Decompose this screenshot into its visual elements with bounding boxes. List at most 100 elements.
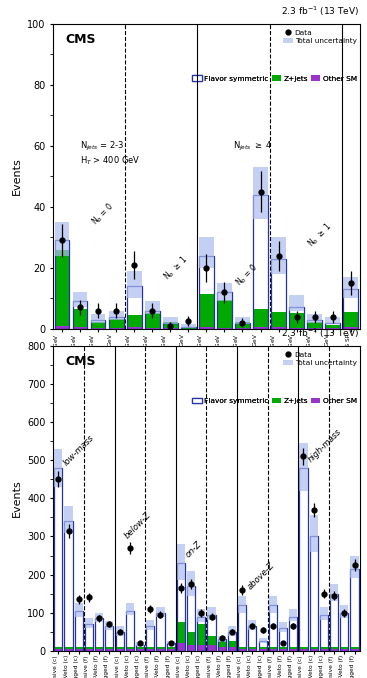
Bar — [289, 647, 297, 649]
Bar — [218, 647, 226, 651]
Bar — [253, 167, 268, 219]
Bar — [156, 647, 164, 649]
Bar — [167, 643, 175, 651]
Bar — [217, 328, 232, 329]
Bar — [253, 309, 268, 327]
Bar — [330, 594, 338, 651]
Bar — [344, 327, 358, 329]
Bar — [54, 649, 62, 651]
Bar — [340, 649, 348, 651]
Bar — [253, 195, 268, 329]
Bar — [217, 300, 232, 328]
Bar — [258, 647, 267, 649]
Bar — [299, 649, 308, 651]
Bar — [75, 611, 83, 651]
Bar — [163, 322, 178, 328]
Bar — [235, 323, 250, 329]
Bar — [289, 307, 304, 329]
Bar — [54, 449, 62, 487]
Text: below-Z: below-Z — [123, 510, 153, 540]
Bar — [109, 319, 124, 328]
Bar — [344, 312, 358, 327]
Bar — [228, 647, 236, 651]
Text: on-Z: on-Z — [184, 540, 204, 559]
Bar — [105, 621, 113, 630]
Bar — [350, 555, 359, 578]
Bar — [308, 313, 322, 323]
Bar — [91, 319, 105, 329]
Bar — [269, 595, 277, 613]
Bar — [217, 292, 232, 329]
Bar — [136, 649, 144, 651]
Bar — [279, 647, 287, 649]
Bar — [197, 645, 206, 651]
Bar — [207, 645, 216, 651]
Bar — [218, 639, 226, 651]
Text: CMS: CMS — [65, 33, 96, 46]
Bar — [73, 327, 87, 329]
Bar — [197, 624, 206, 645]
Bar — [95, 613, 103, 622]
Bar — [181, 324, 196, 328]
Text: N$_b$ = 0: N$_b$ = 0 — [233, 261, 261, 289]
Bar — [105, 626, 113, 651]
Bar — [308, 322, 322, 328]
Bar — [55, 250, 69, 326]
Bar — [177, 622, 185, 643]
Bar — [320, 615, 328, 651]
Bar — [163, 323, 178, 329]
Bar — [75, 647, 83, 649]
Bar — [269, 649, 277, 651]
Bar — [238, 647, 246, 649]
Bar — [279, 622, 287, 632]
Bar — [85, 624, 93, 651]
Bar — [258, 649, 267, 651]
Bar — [109, 311, 124, 319]
Bar — [326, 317, 340, 324]
Bar — [289, 616, 297, 651]
Bar — [289, 649, 297, 651]
Bar — [299, 647, 308, 649]
Bar — [330, 584, 338, 601]
Bar — [279, 628, 287, 651]
Bar — [238, 649, 246, 651]
Text: N$_{jets}$ = 2-3
H$_T$ > 400 GeV: N$_{jets}$ = 2-3 H$_T$ > 400 GeV — [80, 140, 141, 167]
Bar — [289, 296, 304, 311]
Bar — [289, 313, 304, 328]
Bar — [340, 613, 348, 651]
Bar — [105, 649, 113, 651]
Bar — [340, 647, 348, 649]
Bar — [55, 326, 69, 329]
Bar — [199, 256, 214, 329]
Bar — [207, 636, 216, 645]
Bar — [310, 515, 318, 552]
Bar — [126, 603, 134, 615]
Bar — [116, 649, 124, 651]
Legend: Flavor symmetric, Z+jets, Other SM: Flavor symmetric, Z+jets, Other SM — [189, 395, 360, 407]
Bar — [73, 301, 87, 329]
Bar — [187, 632, 195, 645]
Bar — [54, 468, 62, 651]
Bar — [310, 649, 318, 651]
Bar — [65, 647, 73, 649]
Bar — [65, 521, 73, 651]
Text: above-Z: above-Z — [245, 561, 276, 592]
Bar — [91, 322, 105, 328]
Bar — [271, 312, 286, 327]
Text: high-mass: high-mass — [306, 427, 344, 464]
Bar — [177, 563, 185, 651]
Bar — [326, 323, 340, 329]
Bar — [91, 328, 105, 329]
Text: N$_{jets}$ $\geq$ 4: N$_{jets}$ $\geq$ 4 — [233, 140, 273, 153]
Bar — [289, 609, 297, 621]
Text: N$_b$ = 0: N$_b$ = 0 — [89, 200, 117, 228]
Text: 2.3 fb$^{-1}$ (13 TeV): 2.3 fb$^{-1}$ (13 TeV) — [281, 326, 360, 340]
Y-axis label: Events: Events — [11, 479, 22, 517]
Bar — [73, 292, 87, 307]
Bar — [344, 277, 358, 298]
Bar — [344, 289, 358, 329]
Bar — [228, 641, 236, 647]
Bar — [127, 315, 142, 327]
Bar — [65, 506, 73, 533]
Bar — [228, 632, 236, 651]
